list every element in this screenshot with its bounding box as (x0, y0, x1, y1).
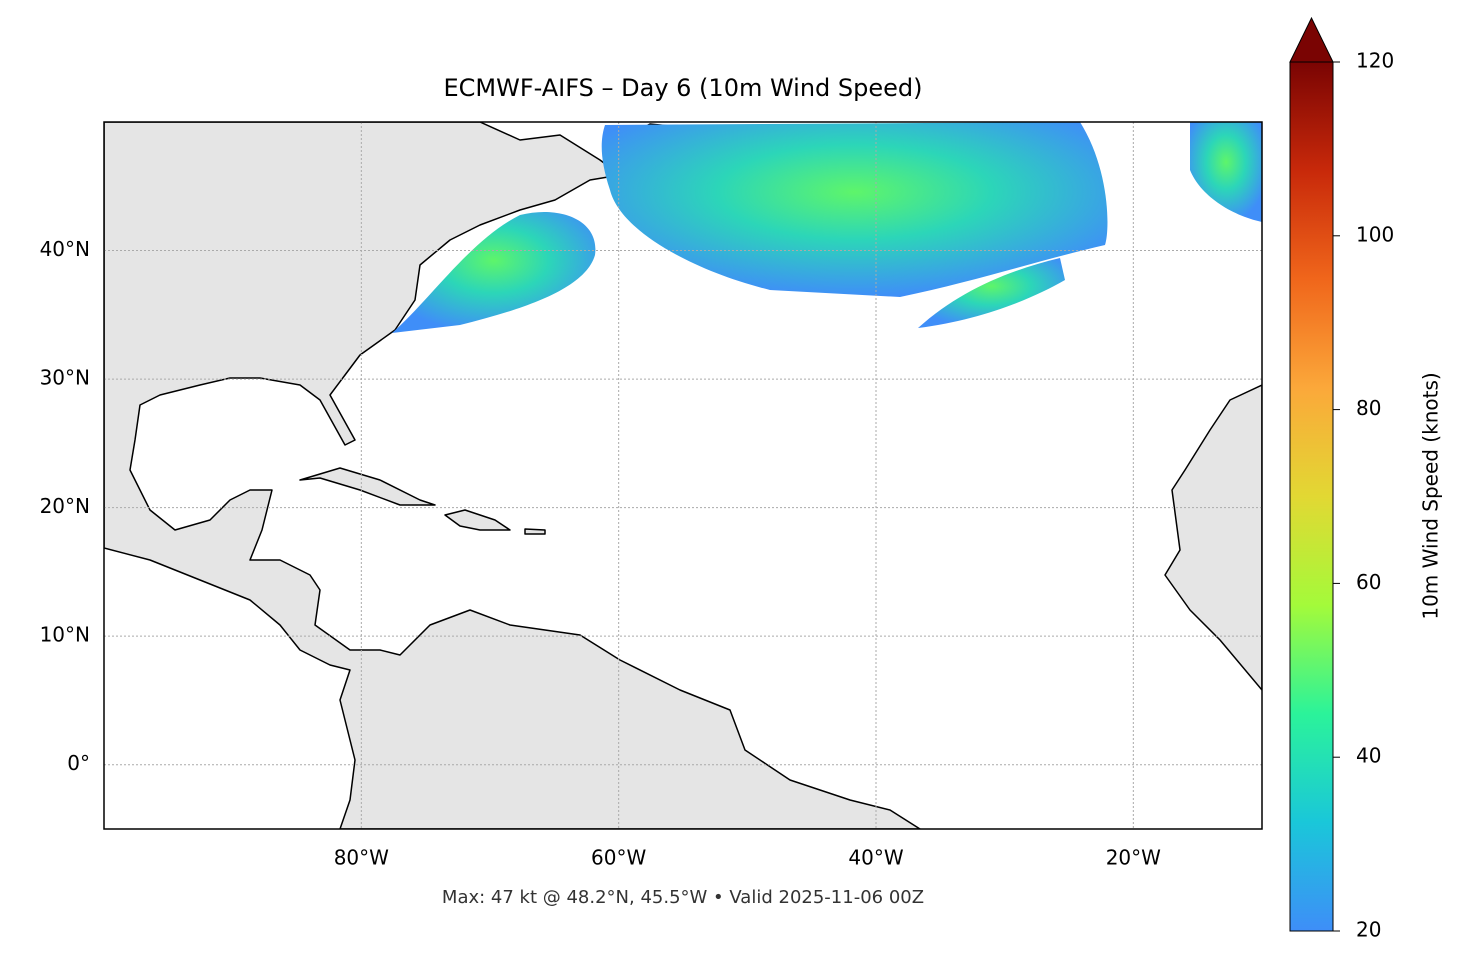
colorbar-extend (1289, 16, 1334, 63)
footer-note: Max: 47 kt @ 48.2°N, 45.5°W • Valid 2025… (442, 887, 924, 908)
colorbar-tick-label: 100 (1356, 222, 1394, 246)
wind-swath (918, 258, 1065, 328)
colorbar-tick-label: 20 (1356, 918, 1381, 942)
americas (104, 122, 921, 829)
colorbar-label: 10m Wind Speed (knots) (1419, 372, 1443, 619)
x-tick-label: 40°W (848, 846, 903, 870)
cuba (299, 467, 436, 506)
wind-swath (1190, 122, 1262, 222)
hispaniola (444, 509, 511, 531)
map (104, 122, 1262, 829)
map-frame (103, 121, 1263, 830)
x-tick-label: 20°W (1106, 846, 1161, 870)
colorbar-tick-label: 120 (1356, 49, 1394, 73)
colorbar-tick-label: 80 (1356, 396, 1381, 420)
y-tick-label: 20°N (40, 494, 90, 518)
y-tick-label: 30°N (40, 366, 90, 390)
colorbar-tick-label: 60 (1356, 570, 1381, 594)
map-title: ECMWF-AIFS – Day 6 (10m Wind Speed) (443, 74, 922, 102)
wind-swath (392, 211, 596, 333)
colorbar-tick-label: 40 (1356, 744, 1381, 768)
y-tick-label: 0° (67, 751, 90, 775)
africa (1164, 384, 1262, 691)
wind-swath (601, 122, 1108, 297)
axes (104, 122, 1262, 829)
puerto-rico (524, 528, 546, 535)
y-tick-label: 10°N (40, 623, 90, 647)
x-tick-label: 60°W (591, 846, 646, 870)
colorbar (1289, 61, 1334, 932)
x-tick-label: 80°W (334, 846, 389, 870)
y-tick-label: 40°N (40, 237, 90, 261)
